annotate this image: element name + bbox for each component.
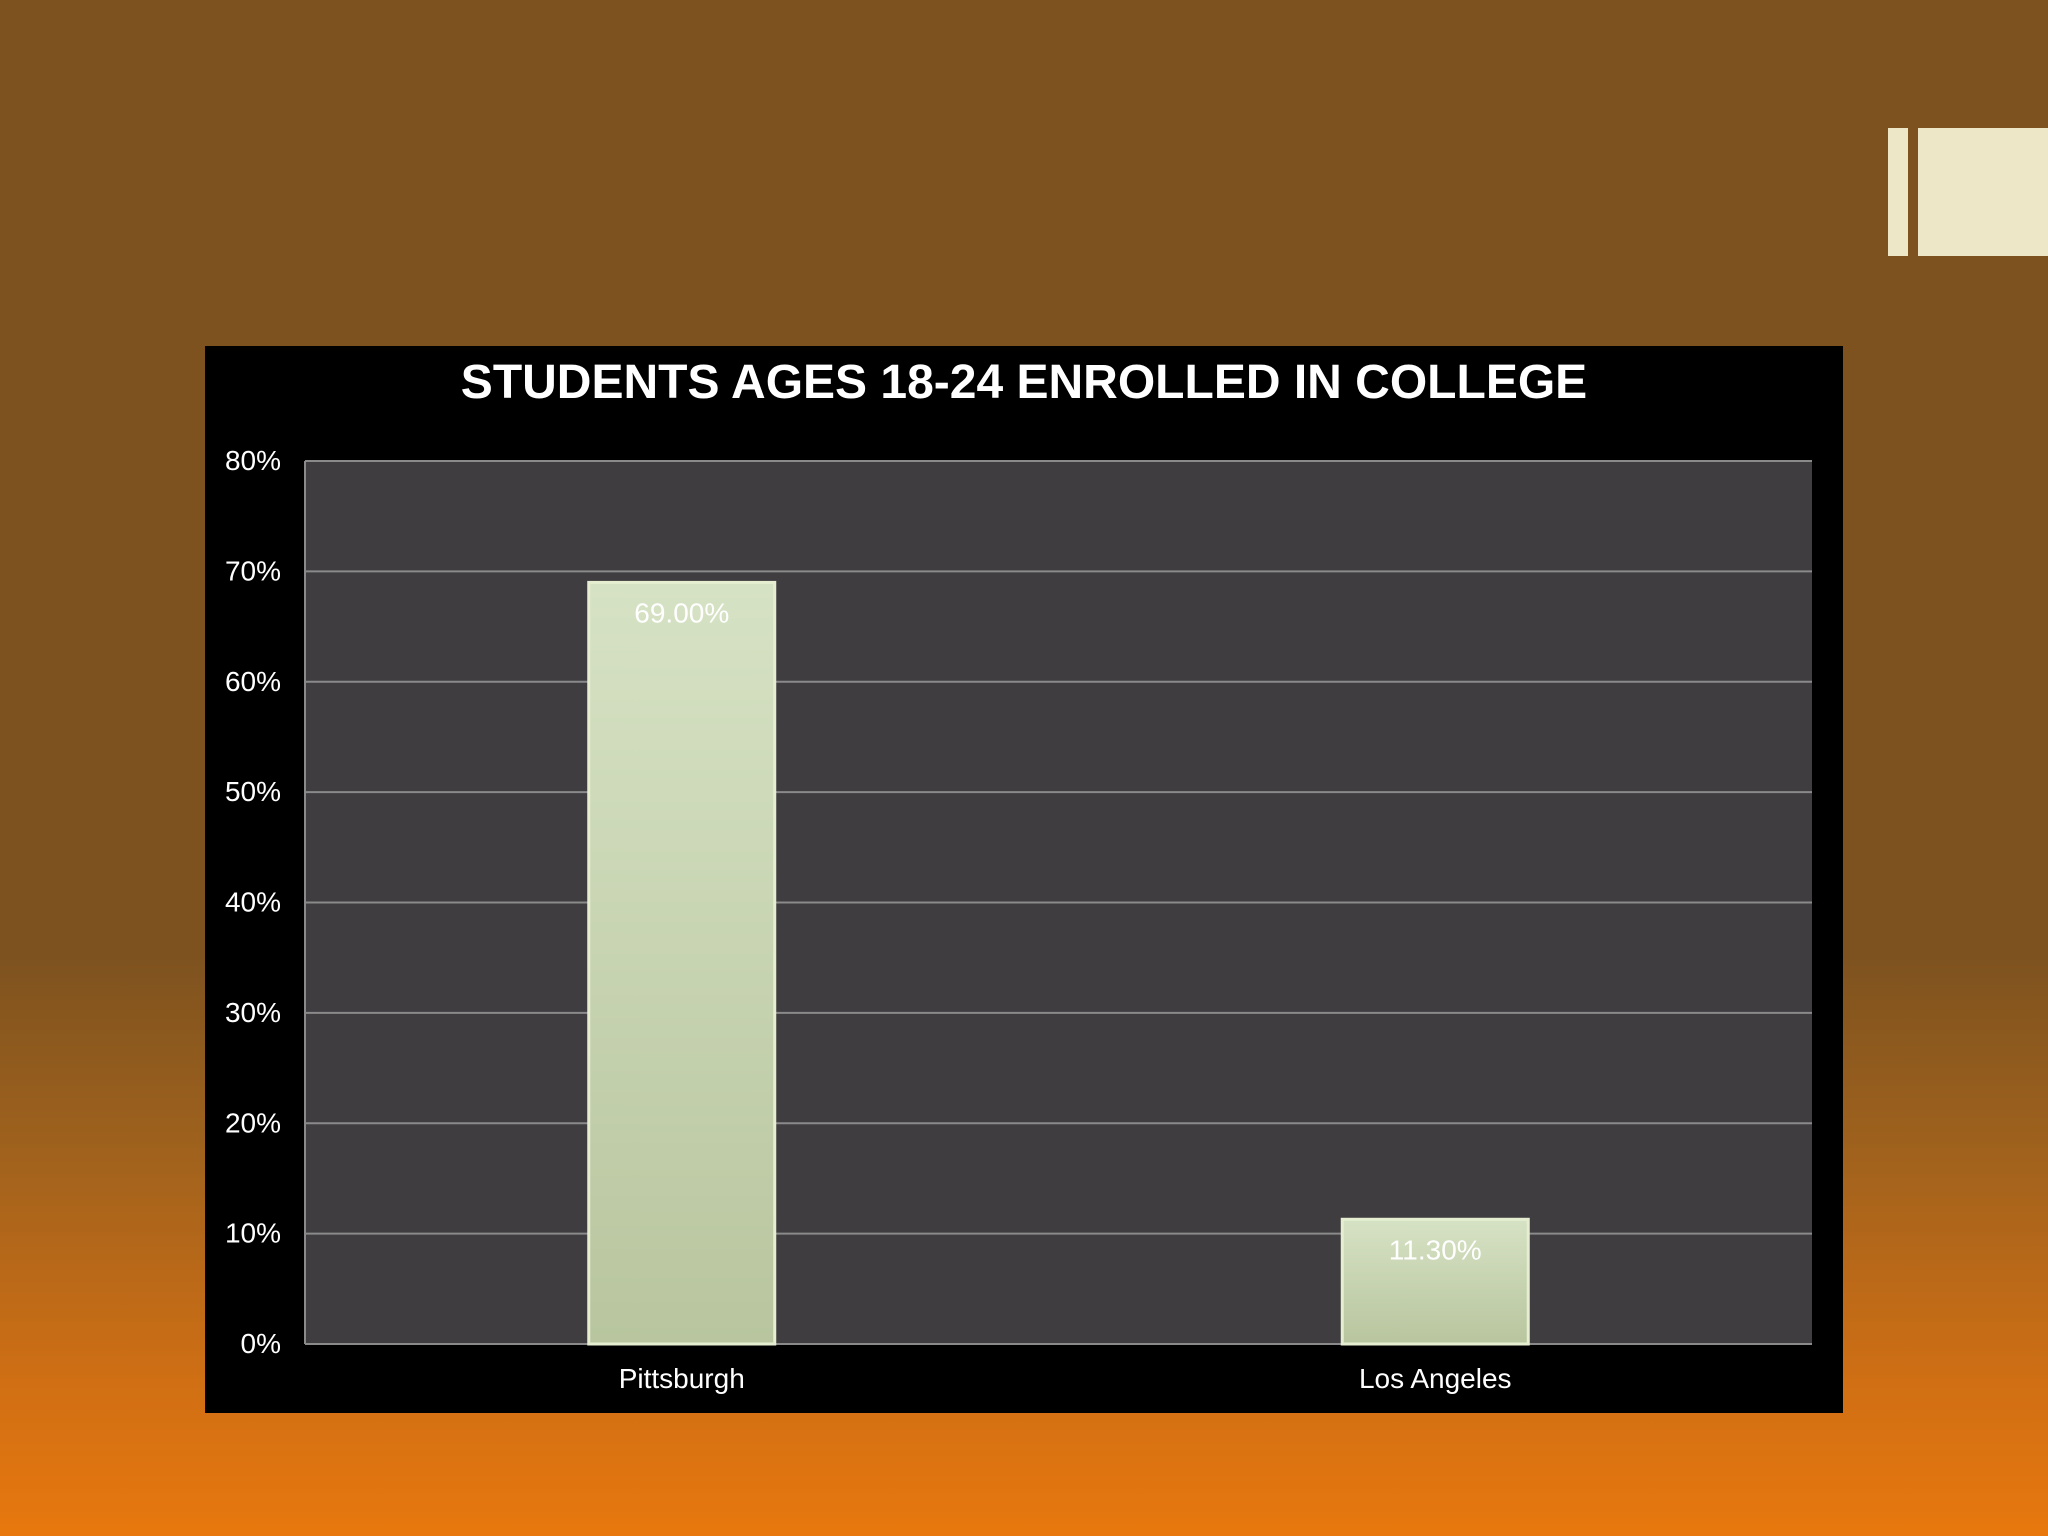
y-tick-label: 0% bbox=[241, 1328, 281, 1359]
y-tick-label: 60% bbox=[225, 666, 281, 697]
bar-pittsburgh bbox=[587, 580, 777, 1346]
x-axis-ticks: Pittsburgh Los Angeles bbox=[619, 1363, 1512, 1394]
y-tick-label: 20% bbox=[225, 1107, 281, 1138]
gridlines bbox=[304, 460, 1812, 1345]
chart-panel: STUDENTS AGES 18-24 ENROLLED IN COLLEGE … bbox=[205, 346, 1843, 1413]
decoration-thin-bar bbox=[1888, 128, 1908, 256]
decoration-block bbox=[1918, 128, 2048, 256]
y-tick-label: 40% bbox=[225, 887, 281, 918]
bar-los-angeles bbox=[1340, 1217, 1530, 1346]
y-tick-label: 50% bbox=[225, 776, 281, 807]
y-tick-label: 70% bbox=[225, 555, 281, 586]
y-axis-ticks: 0% 10% 20% 30% 40% 50% 60% 70% 80% bbox=[225, 445, 281, 1359]
y-tick-label: 30% bbox=[225, 997, 281, 1028]
data-label: 11.30% bbox=[1389, 1234, 1482, 1265]
y-tick-label: 10% bbox=[225, 1218, 281, 1249]
data-label: 69.00% bbox=[634, 597, 729, 628]
y-tick-label: 80% bbox=[225, 445, 281, 476]
bar-chart: STUDENTS AGES 18-24 ENROLLED IN COLLEGE … bbox=[225, 356, 1812, 1394]
slide-corner-decoration bbox=[1888, 128, 2048, 256]
bars: 69.00% 11.30% bbox=[587, 580, 1530, 1346]
x-tick-label: Los Angeles bbox=[1359, 1363, 1512, 1394]
x-tick-label: Pittsburgh bbox=[619, 1363, 745, 1394]
chart-title: STUDENTS AGES 18-24 ENROLLED IN COLLEGE bbox=[461, 356, 1587, 409]
